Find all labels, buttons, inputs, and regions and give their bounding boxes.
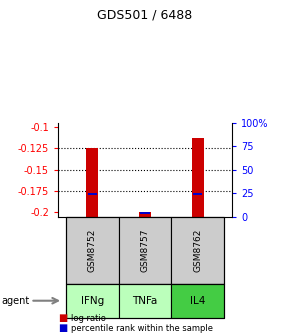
Text: ■: ■ xyxy=(58,312,67,323)
Bar xyxy=(86,148,98,217)
Text: log ratio: log ratio xyxy=(71,313,106,323)
Bar xyxy=(88,193,97,196)
Text: IL4: IL4 xyxy=(190,296,205,306)
Text: GDS501 / 6488: GDS501 / 6488 xyxy=(97,8,193,22)
Text: agent: agent xyxy=(1,296,30,306)
Text: TNFa: TNFa xyxy=(132,296,158,306)
Text: GSM8752: GSM8752 xyxy=(88,228,97,272)
Bar xyxy=(192,138,204,217)
Bar xyxy=(139,212,151,217)
Bar xyxy=(193,193,202,196)
Text: ■: ■ xyxy=(58,323,67,333)
Text: GSM8757: GSM8757 xyxy=(140,228,150,272)
Text: percentile rank within the sample: percentile rank within the sample xyxy=(71,324,213,333)
Text: IFNg: IFNg xyxy=(81,296,104,306)
Text: GSM8762: GSM8762 xyxy=(193,228,202,272)
Bar xyxy=(140,212,150,214)
